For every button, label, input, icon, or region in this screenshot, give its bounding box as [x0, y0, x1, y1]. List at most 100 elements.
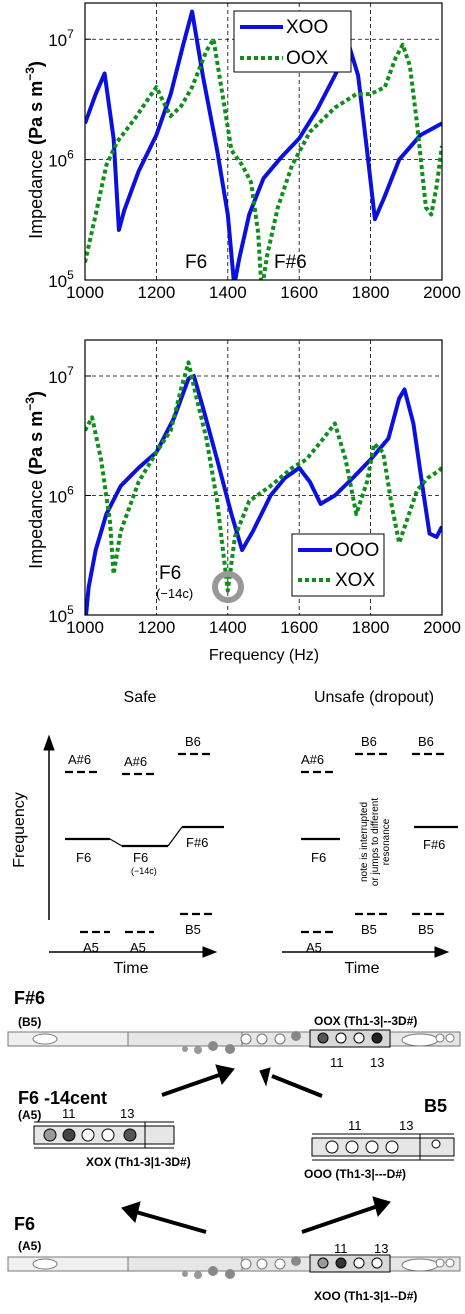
- transition-arrows: [121, 1064, 391, 1234]
- mid-left-note: F6 -14cent: [18, 1088, 107, 1108]
- unsafe-axes: [282, 946, 450, 958]
- x-tick-label: 1000: [66, 283, 104, 302]
- note-label: A5: [306, 940, 322, 955]
- bottom-fingering-label: XOO (Th1-3|1--D#): [314, 1289, 417, 1303]
- note-label: A5: [83, 940, 99, 955]
- plot-frame: [84, 2, 443, 281]
- x-tick-label: 1200: [137, 618, 175, 637]
- series-xox: [85, 360, 442, 593]
- mid-right-note: B5: [424, 1096, 447, 1116]
- hole-number: 13: [120, 1106, 134, 1121]
- arrow-icon: [121, 1201, 141, 1224]
- safe-levels: [65, 752, 224, 934]
- flute-bottom: [7, 1254, 461, 1279]
- hole-number: 13: [374, 1241, 388, 1256]
- x-tick-label: 2000: [423, 283, 461, 302]
- top-note-sub: (B5): [18, 1015, 41, 1029]
- legend-label-oox: OOX: [286, 48, 329, 69]
- note-label: B6: [185, 734, 201, 749]
- y-tick-label: 107: [48, 27, 74, 50]
- mid-left-fingering-label: XOX (Th1-3|1-3D#): [86, 1155, 191, 1169]
- note-label: F#6: [423, 837, 445, 852]
- note-label: (−14c): [131, 866, 157, 876]
- x-tick-label: 1400: [209, 283, 247, 302]
- top-fingering-label: OOX (Th1-3|--3D#): [314, 1014, 417, 1028]
- time-axis-label-unsafe: Time: [345, 960, 380, 977]
- x-tick-label: 1400: [209, 618, 247, 637]
- x-axis-label: Frequency (Hz): [209, 647, 319, 664]
- note-label: B5: [361, 922, 377, 937]
- arrow-icon: [215, 1064, 235, 1086]
- y-tick-label: 105: [48, 603, 74, 626]
- dropout-marker: [212, 571, 244, 603]
- bottom-note-sub: (A5): [18, 1239, 41, 1253]
- legend-label-ooo: OOO: [335, 540, 379, 561]
- note-label: F#6: [186, 835, 208, 850]
- svg-text:resonance: resonance: [381, 818, 392, 865]
- flute-top: [7, 1029, 461, 1054]
- note-label: F6: [76, 850, 91, 865]
- note-label: A5: [130, 940, 146, 955]
- x-tick-label: 2000: [423, 618, 461, 637]
- note-label: B6: [361, 734, 377, 749]
- plot-frame: [84, 339, 443, 616]
- y-tick-label: 106: [48, 148, 74, 171]
- unsafe-title: Unsafe (dropout): [314, 689, 434, 706]
- series-oox: [85, 37, 442, 280]
- x-tick-label: 1800: [352, 618, 390, 637]
- y-axis-label: Impedance (Pa s m−3): [23, 61, 46, 239]
- note-label: A#6: [301, 752, 324, 767]
- flute-mid-right: [311, 1133, 455, 1161]
- fingering-diagram: F#6 (B5) OOX (Th1-3|--3D#) 11 13 F6 -14c…: [7, 988, 461, 1303]
- annotation-cents: (−14c): [156, 586, 193, 601]
- y-axis-label: Impedance (Pa s m−3): [23, 391, 46, 569]
- tick-labels: 1000 1200 1400 1600 1800 2000 105 106 107: [48, 27, 461, 302]
- note-label: B5: [418, 922, 434, 937]
- top-note: F#6: [14, 988, 45, 1008]
- series-xoo: [85, 9, 442, 280]
- arrow-icon: [372, 1196, 391, 1218]
- note-label: A#6: [124, 754, 147, 769]
- arrow-icon: [259, 1067, 271, 1087]
- hole-number: 11: [62, 1106, 76, 1121]
- svg-text:or jumps to different: or jumps to different: [370, 798, 381, 886]
- schematic: Safe Unsafe (dropout) Frequency Time Tim…: [11, 689, 458, 977]
- plot-lines: [85, 9, 442, 280]
- annotation-fsharp6: F#6: [274, 252, 307, 273]
- impedance-plot-top: 1000 1200 1400 1600 1800 2000 105 106 107 Impeda…: [23, 2, 461, 302]
- y-tick-label: 106: [48, 483, 74, 506]
- note-label: F6: [311, 850, 326, 865]
- x-tick-label: 1000: [66, 618, 104, 637]
- mid-left-sub: (A5): [18, 1108, 41, 1122]
- y-tick-label: 105: [48, 268, 74, 291]
- time-axis-label: Time: [114, 960, 149, 977]
- tick-labels: 1000 1200 1400 1600 1800 2000 105 106 107: [48, 364, 461, 637]
- legend-label-xox: XOX: [335, 570, 375, 591]
- note-label: B6: [418, 734, 434, 749]
- time-arrow-icon: [202, 946, 218, 958]
- svg-text:note is interrupted: note is interrupted: [359, 802, 370, 882]
- hole-number: 13: [370, 1055, 384, 1070]
- note-label: B5: [185, 922, 201, 937]
- bottom-note: F6: [14, 1214, 35, 1234]
- impedance-plot-bottom: 1000 1200 1400 1600 1800 2000 105 106 107 Impeda…: [23, 339, 461, 664]
- time-arrow-icon: [434, 946, 450, 958]
- plot-lines: [85, 360, 442, 615]
- annotation-f6: F6: [159, 563, 181, 584]
- legend: OOO XOX: [291, 533, 385, 597]
- legend-label-xoo: XOO: [286, 17, 328, 38]
- annotation-f6: F6: [185, 252, 207, 273]
- freq-axis-label: Frequency: [11, 792, 28, 868]
- legend: XOO OOX: [233, 10, 352, 73]
- y-tick-label: 107: [48, 364, 74, 387]
- note-label: F6: [133, 850, 148, 865]
- safe-title: Safe: [124, 689, 157, 706]
- series-ooo: [85, 374, 442, 615]
- note-label: A#6: [68, 752, 91, 767]
- mid-right-fingering-label: OOO (Th1-3|---D#): [304, 1167, 406, 1181]
- hole-number: 11: [330, 1055, 344, 1070]
- freq-arrow-icon: [43, 734, 55, 751]
- hole-number: 11: [348, 1118, 362, 1133]
- x-tick-label: 1600: [280, 618, 318, 637]
